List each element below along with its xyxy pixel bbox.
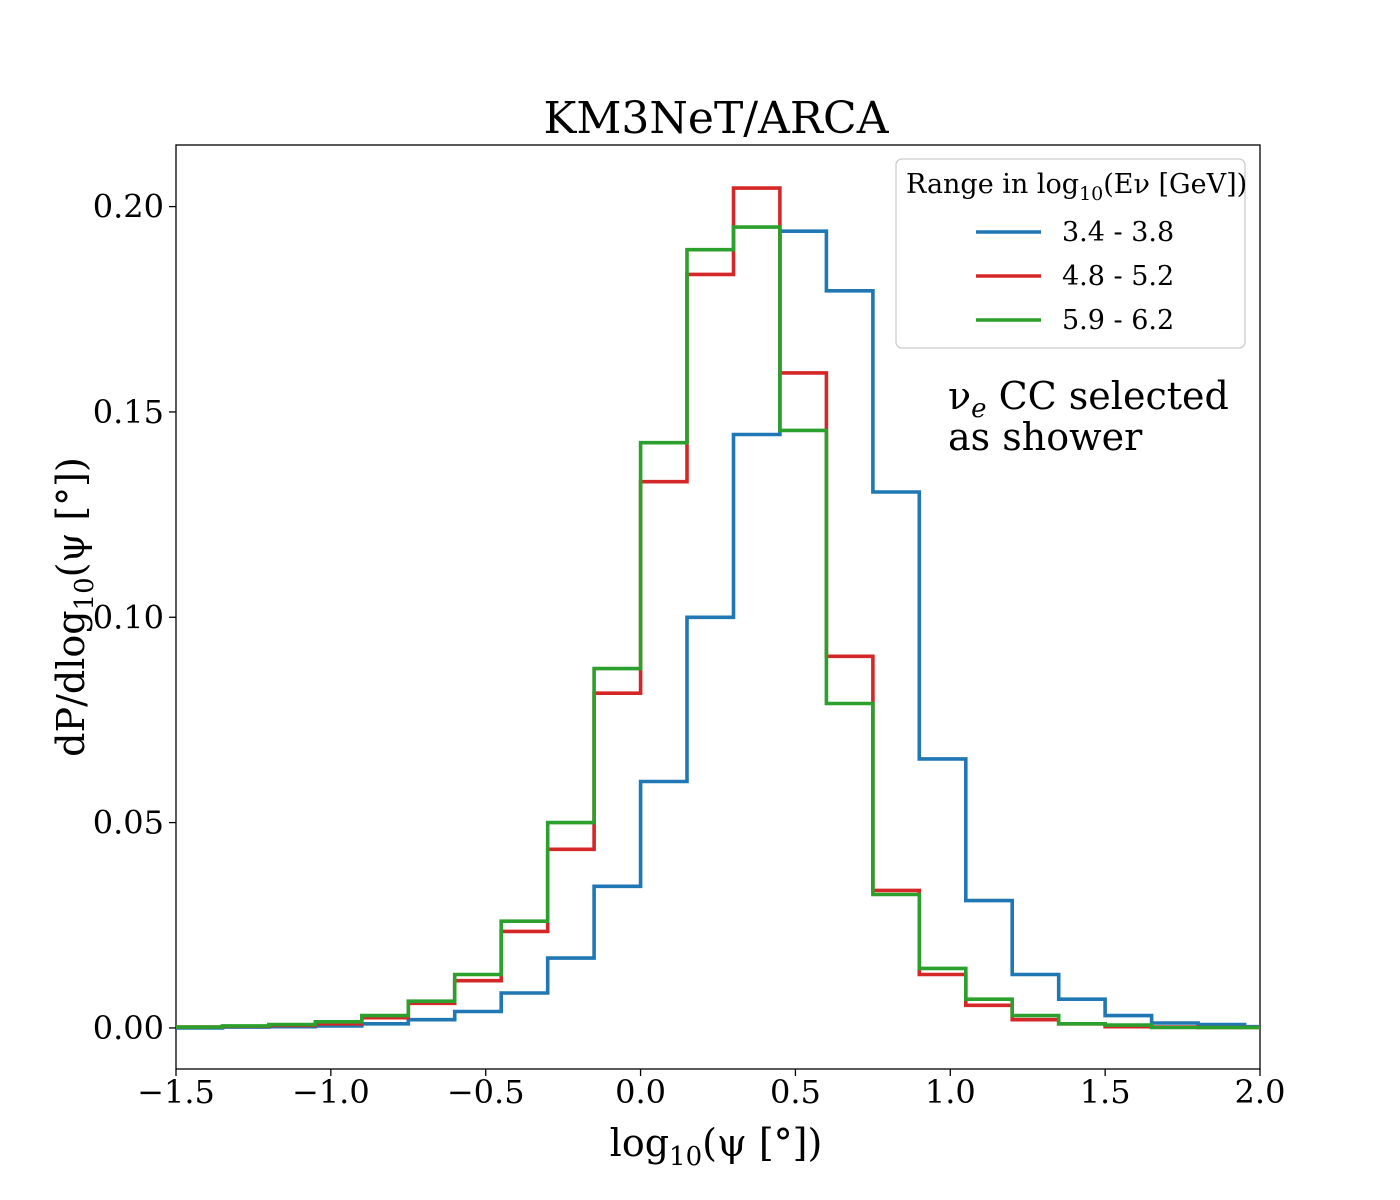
series-line-3 bbox=[176, 225, 1260, 1030]
y-tick-label: 0.00 bbox=[93, 1009, 164, 1047]
annotation-line-2: as shower bbox=[948, 415, 1143, 459]
legend-label-3: 5.9 - 6.2 bbox=[1062, 305, 1174, 336]
x-axis-label: log10(ψ [°]) bbox=[610, 1121, 823, 1172]
y-tick-label: 0.20 bbox=[93, 188, 164, 226]
legend-title-sub: 10 bbox=[1079, 183, 1103, 205]
y-tick-label: 0.15 bbox=[93, 393, 164, 431]
x-tick-label: −1.5 bbox=[137, 1073, 215, 1111]
x-tick-label: −1.0 bbox=[292, 1073, 370, 1111]
legend-box bbox=[895, 158, 1246, 349]
series-layer bbox=[176, 186, 1260, 1030]
x-axis-ticks: −1.5 −1.0 −0.5 0.0 0.5 1.0 1.5 2.0 bbox=[137, 1069, 1285, 1111]
y-axis-label-rest: (ψ [°]) bbox=[49, 457, 93, 577]
y-axis-label-prefix: dP/dlog bbox=[49, 610, 93, 756]
annotation-line-1: νe CC selected bbox=[948, 374, 1229, 424]
x-tick-label: 1.0 bbox=[925, 1073, 976, 1111]
annotation-line-1-rest: CC selected bbox=[987, 374, 1229, 418]
x-axis-label-log: log bbox=[610, 1121, 669, 1165]
y-axis-label: dP/dlog10(ψ [°]) bbox=[49, 457, 100, 757]
x-tick-label: 0.0 bbox=[615, 1073, 666, 1111]
legend-title-rest: (Eν [GeV]) bbox=[1103, 169, 1247, 200]
x-axis-label-rest: (ψ [°]) bbox=[702, 1121, 822, 1165]
y-tick-label: 0.10 bbox=[93, 598, 164, 636]
x-tick-label: −0.5 bbox=[447, 1073, 525, 1111]
x-tick-label: 1.5 bbox=[1080, 1073, 1131, 1111]
legend-title-prefix: Range in log bbox=[906, 169, 1079, 200]
x-axis-label-sub: 10 bbox=[669, 1142, 702, 1172]
annotation: νe CC selected as shower bbox=[948, 374, 1229, 459]
chart-title: KM3NeT/ARCA bbox=[544, 93, 890, 144]
legend-entries: 3.4 - 3.8 4.8 - 5.2 5.9 - 6.2 bbox=[976, 217, 1174, 336]
y-axis-label-sub: 10 bbox=[70, 577, 100, 610]
annotation-nu-sub: e bbox=[971, 394, 986, 424]
y-tick-label: 0.05 bbox=[93, 804, 164, 842]
plot-area-frame bbox=[175, 144, 1261, 1070]
legend-label-1: 3.4 - 3.8 bbox=[1062, 217, 1174, 248]
legend-title: Range in log10(Eν [GeV]) bbox=[906, 169, 1247, 205]
legend-label-2: 4.8 - 5.2 bbox=[1062, 261, 1174, 292]
y-axis-ticks: 0.00 0.05 0.10 0.15 0.20 bbox=[93, 188, 176, 1047]
x-tick-label: 0.5 bbox=[770, 1073, 821, 1111]
annotation-nu: ν bbox=[948, 374, 971, 418]
x-tick-label: 2.0 bbox=[1235, 1073, 1286, 1111]
legend: Range in log10(Eν [GeV]) 3.4 - 3.8 4.8 - … bbox=[895, 158, 1247, 349]
